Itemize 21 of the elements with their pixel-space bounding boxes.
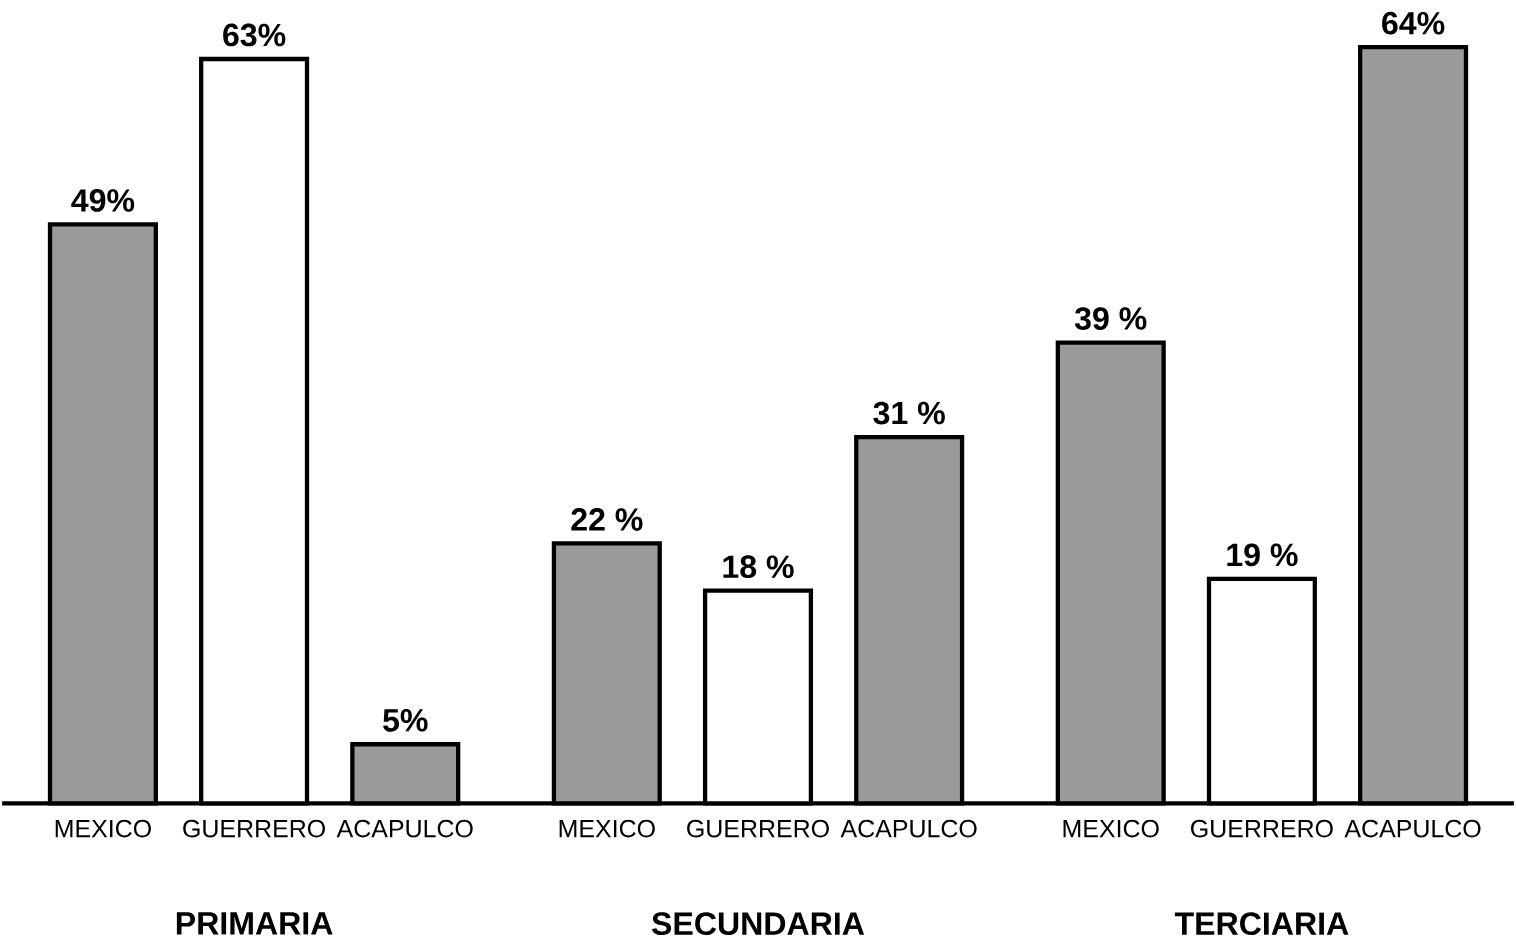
text: MEXICO	[1063, 819, 1159, 838]
x-tick-label: SECUNDARIA	[651, 912, 865, 936]
data-label: 63%	[223, 23, 286, 47]
data-label: 31 %	[873, 401, 945, 425]
text: MEXICO	[559, 819, 655, 838]
x-tick-label: TERCIARIA	[1174, 912, 1349, 936]
text: ACAPULCO	[1344, 819, 1481, 838]
data-label: 64%	[1382, 11, 1445, 35]
data-label: 5%	[383, 709, 428, 732]
series-label: MEXICO	[55, 819, 151, 838]
data-label: 22 %	[571, 508, 643, 531]
data-label: 39 %	[1074, 307, 1147, 330]
series-label: ACAPULCO	[840, 819, 977, 838]
text: ACAPULCO	[336, 819, 473, 838]
text: GUERRERO	[687, 819, 829, 838]
data-label: 49%	[71, 189, 135, 212]
text: GUERRERO	[1191, 819, 1333, 838]
x-tick-label: PRIMARIA	[176, 912, 333, 935]
series-label: GUERRERO	[183, 819, 326, 838]
data-label: 18 %	[723, 555, 794, 579]
data-label: 19 %	[1227, 543, 1298, 567]
